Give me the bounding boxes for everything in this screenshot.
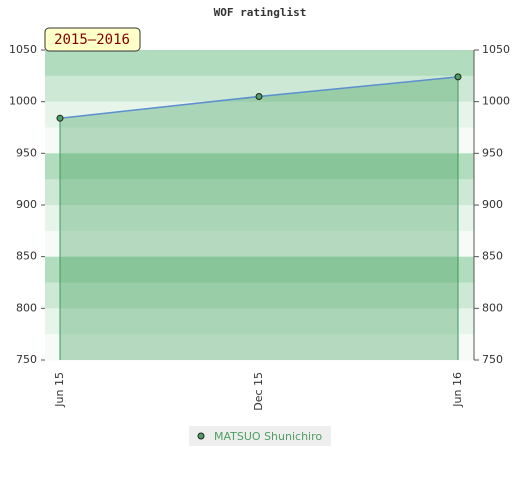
band — [45, 308, 474, 335]
band — [45, 153, 474, 180]
period-box — [44, 27, 141, 52]
point — [56, 114, 64, 122]
point — [454, 73, 462, 81]
band — [45, 50, 474, 77]
band — [45, 101, 474, 128]
y2-tick-label: 750 — [482, 353, 503, 366]
band — [45, 334, 474, 361]
legend-label: MATSUO Shunichiro — [214, 430, 322, 443]
legend-box — [189, 426, 331, 446]
band — [45, 230, 474, 258]
y2-tick-label: 850 — [482, 250, 503, 263]
band — [45, 282, 474, 309]
x-tick-label: Dec 15 — [252, 372, 265, 411]
y-tick-label: 1050 — [9, 43, 37, 56]
x-tick-label: Jun 15 — [53, 372, 66, 408]
y2-tick-label: 800 — [482, 301, 503, 314]
band — [45, 256, 474, 283]
x-tick-label: Jun 16 — [451, 372, 464, 408]
y-tick-label: 750 — [16, 353, 37, 366]
y2-tick-label: 1050 — [482, 43, 510, 56]
area-fill — [60, 76, 458, 360]
y2-tick-label: 950 — [482, 146, 503, 159]
plot-area — [45, 50, 474, 361]
legend-marker — [197, 432, 205, 440]
band — [45, 179, 474, 206]
period-label: 2015–2016 — [54, 32, 130, 48]
y2-tick-label: 900 — [482, 198, 503, 211]
point — [255, 93, 263, 100]
y-tick-label: 800 — [16, 301, 37, 314]
band — [45, 205, 474, 232]
y-tick-label: 900 — [16, 198, 37, 211]
y-tick-label: 950 — [16, 146, 37, 159]
chart-title: WOF ratinglist — [214, 6, 307, 19]
band — [45, 127, 474, 154]
y2-tick-label: 1000 — [482, 95, 510, 108]
y-tick-label: 1000 — [9, 95, 37, 108]
y-tick-label: 850 — [16, 250, 37, 263]
